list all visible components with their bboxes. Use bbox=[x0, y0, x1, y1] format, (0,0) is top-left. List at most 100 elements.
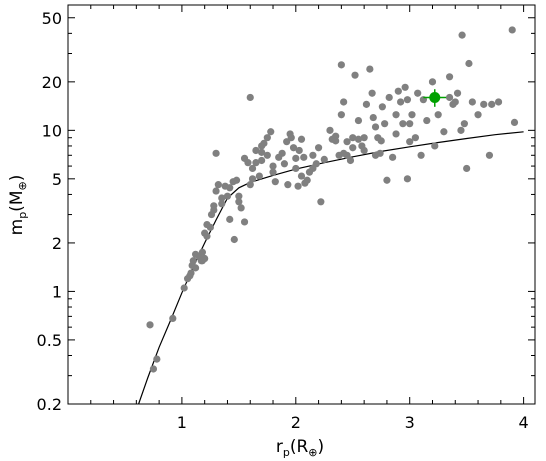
data-point bbox=[230, 235, 238, 244]
y-tick-label: 1 bbox=[52, 282, 62, 301]
data-point bbox=[235, 198, 243, 206]
data-point bbox=[269, 168, 277, 176]
data-point bbox=[396, 98, 405, 106]
data-point bbox=[401, 83, 409, 91]
data-point bbox=[381, 120, 389, 128]
data-point bbox=[226, 184, 234, 192]
data-point bbox=[360, 146, 368, 155]
data-point bbox=[351, 71, 359, 79]
axis-tick-labels: 1 2 3 4 0.2 0.5 1 2 5 10 20 50 bbox=[37, 9, 529, 432]
data-point bbox=[246, 93, 254, 102]
data-point bbox=[480, 100, 488, 108]
data-point bbox=[258, 156, 266, 165]
data-point bbox=[292, 154, 300, 162]
y-tick-label: 10 bbox=[42, 121, 62, 140]
data-point bbox=[362, 100, 371, 108]
y-tick-label: 0.2 bbox=[37, 395, 62, 414]
data-point bbox=[414, 89, 422, 97]
data-point bbox=[332, 137, 340, 145]
data-point bbox=[271, 178, 279, 186]
data-point bbox=[508, 26, 516, 34]
data-point bbox=[320, 155, 328, 164]
data-point bbox=[474, 111, 482, 119]
data-point bbox=[326, 126, 334, 134]
data-point bbox=[191, 264, 200, 272]
data-point bbox=[468, 98, 476, 106]
data-point bbox=[392, 111, 400, 119]
data-point bbox=[146, 321, 154, 329]
data-point bbox=[280, 160, 289, 168]
highlight-point bbox=[429, 91, 441, 103]
data-point bbox=[494, 98, 503, 106]
data-point bbox=[485, 151, 494, 159]
data-point bbox=[354, 116, 363, 125]
data-point bbox=[263, 151, 271, 159]
data-point bbox=[340, 98, 348, 106]
data-point bbox=[226, 215, 234, 223]
y-tick-label: 20 bbox=[42, 73, 62, 92]
data-point bbox=[434, 111, 442, 119]
data-point bbox=[295, 146, 303, 155]
data-point bbox=[451, 98, 459, 106]
data-point bbox=[237, 204, 245, 212]
axis-ticks bbox=[68, 4, 535, 405]
data-point bbox=[411, 134, 420, 142]
data-point bbox=[240, 218, 249, 226]
planet-points bbox=[146, 26, 519, 373]
data-point bbox=[403, 175, 412, 183]
data-point bbox=[403, 96, 412, 104]
data-point bbox=[423, 116, 431, 125]
data-point bbox=[300, 153, 308, 161]
data-point bbox=[369, 113, 377, 122]
data-point bbox=[349, 144, 357, 152]
data-point bbox=[255, 172, 263, 180]
data-point bbox=[218, 200, 226, 208]
data-point bbox=[232, 176, 241, 184]
y-tick-label: 0.5 bbox=[37, 331, 62, 350]
data-point bbox=[153, 355, 161, 363]
x-tick-label: 4 bbox=[519, 413, 529, 432]
data-point bbox=[431, 142, 439, 150]
data-point bbox=[169, 314, 177, 322]
data-point bbox=[212, 187, 220, 195]
data-point bbox=[203, 232, 211, 240]
data-point bbox=[278, 149, 286, 157]
data-point bbox=[510, 118, 519, 127]
data-point bbox=[488, 100, 496, 108]
data-point bbox=[465, 59, 473, 68]
x-tick-label: 2 bbox=[291, 413, 301, 432]
data-point bbox=[406, 120, 414, 128]
data-point bbox=[309, 151, 317, 159]
data-point bbox=[212, 149, 220, 157]
data-point bbox=[289, 144, 298, 152]
data-point bbox=[463, 164, 471, 173]
data-point bbox=[284, 181, 292, 189]
data-point bbox=[366, 65, 374, 73]
data-point bbox=[368, 89, 376, 97]
x-tick-label: 3 bbox=[405, 413, 415, 432]
data-point bbox=[383, 176, 391, 184]
data-point bbox=[360, 134, 368, 142]
data-point bbox=[248, 164, 257, 173]
data-point bbox=[263, 134, 271, 142]
data-point bbox=[371, 123, 380, 131]
data-point bbox=[389, 153, 397, 161]
data-point bbox=[371, 151, 380, 159]
data-point bbox=[314, 144, 323, 152]
data-point bbox=[349, 134, 357, 142]
data-point bbox=[246, 181, 254, 189]
data-point bbox=[252, 146, 260, 155]
data-point bbox=[187, 269, 195, 277]
data-point bbox=[258, 148, 266, 156]
data-point bbox=[269, 162, 277, 170]
data-point bbox=[303, 176, 311, 184]
data-point bbox=[460, 120, 468, 128]
plot-frame bbox=[67, 4, 536, 405]
data-point bbox=[210, 206, 218, 214]
data-point bbox=[385, 93, 393, 102]
data-point bbox=[180, 284, 188, 292]
data-point bbox=[214, 181, 222, 189]
data-point bbox=[235, 192, 243, 200]
y-axis-label: mp(M⊕) bbox=[7, 175, 29, 236]
